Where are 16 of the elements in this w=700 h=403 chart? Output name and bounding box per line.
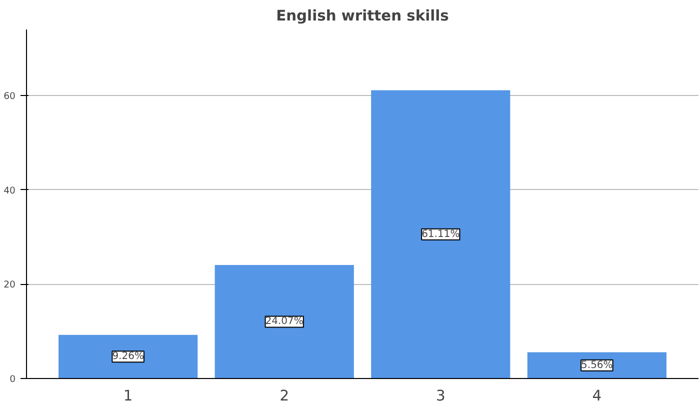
x-tick-label: 3	[436, 388, 446, 403]
y-tick-label: 20	[4, 280, 16, 291]
data-label: 9.26%	[112, 351, 144, 362]
x-tick-label: 2	[280, 388, 290, 403]
y-tick-label: 0	[10, 374, 16, 385]
chart-title: English written skills	[276, 8, 450, 24]
bar	[371, 90, 510, 378]
y-tick-label: 40	[4, 185, 16, 196]
x-tick-label: 1	[123, 388, 133, 403]
data-label: 5.56%	[581, 360, 613, 371]
bar	[214, 264, 354, 378]
x-tick-label: 4	[592, 388, 602, 403]
bar	[527, 352, 666, 378]
y-tick-label: 60	[4, 91, 16, 102]
data-label: 24.07%	[265, 316, 304, 328]
bar	[58, 334, 198, 378]
